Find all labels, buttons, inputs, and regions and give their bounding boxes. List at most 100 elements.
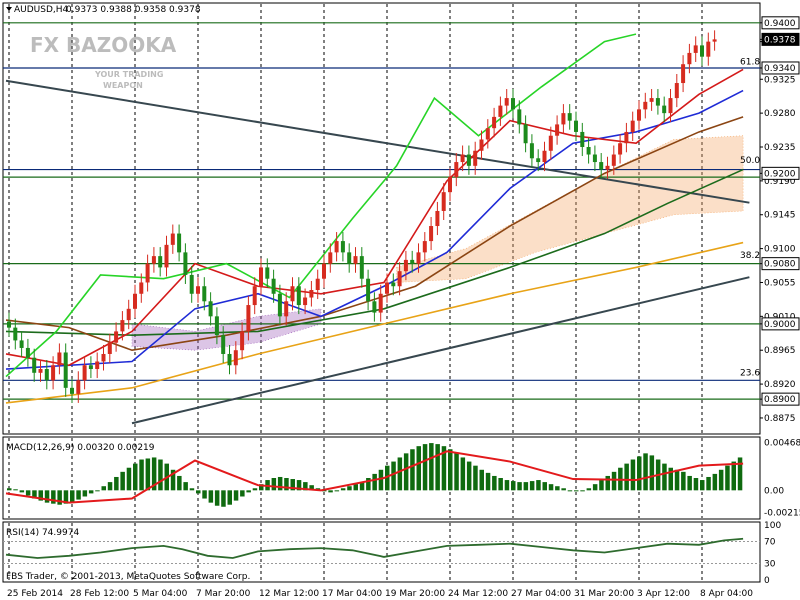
candle-body (227, 353, 232, 366)
macd-histogram-bar (7, 488, 12, 491)
macd-histogram-bar (126, 467, 132, 491)
macd-histogram-bar (44, 490, 50, 503)
candle-body (340, 241, 345, 253)
candle-body (107, 342, 112, 354)
candle-body (7, 321, 11, 328)
candle-body (271, 278, 276, 294)
candle-body (574, 120, 578, 132)
macd-histogram-bar (687, 475, 692, 491)
level-price-badge (761, 317, 800, 331)
macd-histogram-bar (328, 490, 333, 493)
macd-histogram-bar (309, 485, 314, 491)
candle-body (347, 252, 352, 264)
candle-body (170, 233, 175, 245)
candle-body (674, 83, 679, 99)
candle-body (13, 327, 18, 341)
moving-average-line (5, 68, 744, 367)
symbol-dropdown-icon[interactable] (6, 7, 12, 11)
candle-body (637, 109, 641, 121)
candle-body (492, 116, 497, 129)
fibonacci-level-label: 50.0 (740, 156, 760, 166)
candle-body (32, 357, 37, 373)
macd-histogram-bar (731, 461, 736, 491)
macd-histogram-bar (88, 490, 94, 494)
level-price-text: 0.9400 (764, 19, 796, 29)
macd-histogram-bar (737, 457, 743, 491)
candle-body (334, 241, 339, 253)
level-price-badge (761, 257, 800, 271)
macd-histogram-bar (725, 465, 730, 491)
macd-histogram-bar (454, 453, 459, 491)
time-tick-label: 19 Mar 20:00 (385, 589, 445, 599)
macd-histogram-bar (378, 469, 384, 491)
candle-body (290, 286, 295, 302)
rsi-line (5, 537, 744, 559)
candle-body (448, 177, 452, 193)
macd-histogram-bar (347, 486, 352, 491)
price-tick-label: 0.9280 (764, 109, 796, 119)
trendline (131, 276, 750, 425)
candle-body (517, 109, 522, 125)
candle-body (252, 286, 257, 306)
macd-histogram-bar (681, 471, 686, 491)
macd-histogram-bar (252, 488, 258, 491)
candle-body (19, 340, 24, 348)
footer-copyright: FBS Trader, © 2001-2013, MetaQuotes Soft… (6, 572, 250, 582)
candle-body (359, 256, 364, 279)
macd-tick-label: 0.00468 (764, 438, 800, 448)
candle-body (655, 98, 660, 106)
candle-body (712, 39, 717, 42)
macd-histogram-bar (120, 471, 125, 491)
macd-histogram-bar (385, 465, 390, 491)
candle-body (466, 154, 471, 166)
candle-body (385, 282, 389, 294)
candle-body (353, 256, 358, 264)
price-tick-label: 0.9145 (764, 211, 796, 221)
candle-body (44, 369, 49, 381)
rsi-tick-label: 70 (764, 538, 776, 548)
candle-body (158, 256, 163, 268)
macd-histogram-bar (555, 486, 560, 491)
macd-histogram-bar (429, 443, 434, 491)
candle-body (120, 320, 125, 332)
main-panel-frame (2, 2, 761, 435)
watermark-brand: FX BAZOOKA (30, 33, 177, 57)
candle-body (221, 335, 226, 354)
macd-histogram-bar (340, 488, 346, 491)
macd-histogram-bar (322, 490, 327, 492)
candle-body (580, 131, 585, 147)
level-price-badge (761, 61, 800, 75)
macd-histogram-bar (712, 473, 718, 491)
candle-body (441, 192, 446, 211)
cloud-area (396, 135, 744, 283)
macd-tick-label: -0.00215 (764, 508, 800, 518)
candle-body (265, 267, 270, 279)
candle-body (555, 124, 560, 136)
current-price-text: 0.9378 (764, 35, 796, 45)
candle-body (284, 301, 289, 317)
macd-histogram-bar (57, 490, 62, 505)
candle-body (529, 143, 534, 159)
moving-average-line (5, 168, 744, 336)
macd-histogram-bar (529, 481, 535, 491)
candle-body (429, 226, 434, 242)
candle-body (151, 256, 156, 264)
candle-body (700, 45, 704, 57)
candle-body (504, 98, 509, 106)
time-tick-label: 8 Apr 04:00 (700, 589, 753, 599)
macd-histogram-bar (76, 490, 81, 500)
candle-body (403, 259, 408, 272)
macd-histogram-bar (548, 484, 554, 491)
price-tick-label: 0.9325 (764, 75, 796, 85)
candle-body (649, 98, 654, 102)
candle-body (523, 124, 528, 144)
macd-histogram-bar (504, 480, 510, 491)
macd-histogram-bar (82, 490, 88, 497)
candle-body (189, 274, 194, 294)
candle-body (51, 365, 56, 381)
macd-histogram-bar (485, 472, 491, 491)
macd-histogram-bar (466, 461, 472, 491)
macd-histogram-bar (611, 471, 617, 491)
macd-histogram-bar (353, 484, 358, 491)
